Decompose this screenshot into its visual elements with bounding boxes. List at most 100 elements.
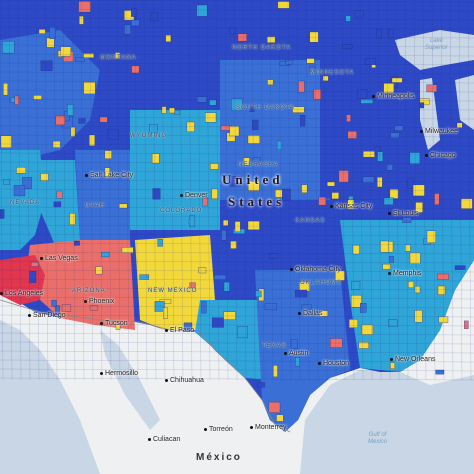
city-chicago[interactable]: Chicago	[425, 152, 456, 159]
city-milwaukee[interactable]: Milwaukee	[420, 128, 458, 135]
county-patch	[231, 98, 243, 111]
state-label-texas: TEXAS	[262, 343, 287, 349]
city-label: Milwaukee	[425, 128, 459, 135]
city-marker	[420, 129, 423, 133]
county-grid-line	[0, 143, 474, 147]
city-label: Houston	[323, 360, 350, 367]
county-patch	[104, 167, 111, 178]
city-torreon[interactable]: Torreón	[204, 426, 233, 433]
county-patch	[52, 140, 61, 148]
county-grid-line	[0, 188, 474, 192]
county-patch	[46, 37, 55, 48]
county-grid-line	[0, 323, 474, 327]
county-patch	[189, 215, 196, 228]
county-grid-line	[278, 0, 283, 381]
county-grid-line	[0, 287, 474, 291]
county-patch	[243, 157, 250, 166]
county-patch	[390, 132, 400, 139]
city-kansas-city[interactable]: Kansas City	[330, 203, 372, 210]
county-grid-line	[395, 0, 400, 381]
city-new-orleans[interactable]: New Orleans	[390, 356, 435, 363]
county-patch	[456, 122, 463, 128]
county-grid-line	[0, 242, 474, 246]
county-grid-line	[197, 0, 202, 381]
county-patch	[139, 274, 150, 280]
city-hermosillo[interactable]: Hermosillo	[100, 370, 138, 377]
county-patch	[0, 209, 5, 219]
county-grid-line	[98, 0, 103, 381]
county-patch	[247, 135, 260, 144]
city-memphis[interactable]: Memphis	[388, 270, 421, 277]
county-patch	[386, 164, 393, 171]
city-marker	[180, 193, 183, 197]
country-label-mexico: México	[196, 452, 242, 463]
county-patch	[426, 84, 437, 93]
city-austin[interactable]: Austin	[284, 350, 308, 357]
city-phoenix[interactable]: Phoenix	[84, 298, 114, 305]
city-label: Hermosillo	[105, 370, 139, 377]
city-las-vegas[interactable]: Las Vegas	[40, 255, 78, 262]
county-patch	[306, 58, 315, 64]
county-patch	[362, 176, 375, 183]
city-marker	[100, 321, 103, 325]
city-st-louis[interactable]: St Louis	[388, 210, 418, 217]
county-patch	[382, 263, 391, 270]
region-midwest	[320, 40, 430, 200]
pacific-ocean	[0, 320, 100, 474]
county-patch	[437, 273, 449, 280]
city-minneapolis[interactable]: Minneapolis	[372, 93, 414, 100]
water-label-gulf-of-mexico: Gulf of Mexico	[368, 432, 388, 445]
county-grid-line	[152, 0, 157, 381]
county-patches	[0, 0, 474, 422]
county-patch	[131, 8, 137, 17]
county-patch	[38, 29, 46, 34]
county-grid-line	[0, 8, 474, 12]
city-marker	[425, 153, 428, 157]
county-grid-line	[440, 0, 445, 381]
county-patch	[104, 150, 112, 159]
county-patch	[327, 181, 335, 187]
city-chihuahua[interactable]: Chihuahua	[165, 377, 204, 384]
county-grid-line	[0, 152, 474, 156]
county-patch	[426, 230, 436, 243]
county-patch	[22, 177, 32, 190]
county-grid-line	[422, 0, 427, 381]
city-label: Chicago	[430, 152, 456, 159]
county-patch	[405, 244, 411, 252]
city-monterrey[interactable]: Monterrey	[250, 424, 287, 431]
city-san-diego[interactable]: San Diego	[28, 312, 66, 319]
county-patch	[351, 281, 361, 290]
region-los-angeles	[0, 255, 45, 305]
city-el-paso[interactable]: El Paso	[165, 327, 194, 334]
city-denver[interactable]: Denver	[180, 192, 208, 199]
city-houston[interactable]: Houston	[318, 360, 349, 367]
city-dallas[interactable]: Dallas	[298, 310, 322, 317]
county-grid-line	[404, 0, 409, 381]
county-grid-line	[368, 0, 373, 381]
city-los-angeles[interactable]: Los Angeles	[0, 290, 43, 297]
county-grid-line	[143, 0, 148, 381]
county-grid-line	[0, 179, 474, 183]
city-label: Culiacan	[153, 436, 181, 443]
city-culiacan[interactable]: Culiacan	[148, 436, 180, 443]
county-patch	[460, 198, 473, 209]
city-salt-lake-city[interactable]: Salt Lake City	[85, 172, 133, 179]
county-patch	[223, 219, 229, 226]
county-patch	[14, 95, 19, 105]
state-label-north-dakota: NORTH DAKOTA	[232, 45, 292, 51]
city-marker	[165, 328, 168, 332]
city-marker	[372, 94, 375, 98]
city-oklahoma-city[interactable]: Oklahoma City	[290, 266, 341, 273]
county-patch	[89, 305, 99, 311]
city-label: Monterrey	[255, 424, 287, 431]
city-tucson[interactable]: Tucson	[100, 320, 128, 327]
county-patch	[419, 102, 425, 109]
county-patch	[183, 322, 193, 331]
county-patch	[301, 184, 308, 193]
county-patch	[414, 286, 421, 294]
county-grid-line	[0, 332, 474, 336]
county-patch	[376, 29, 382, 39]
city-label: Salt Lake City	[90, 172, 134, 179]
